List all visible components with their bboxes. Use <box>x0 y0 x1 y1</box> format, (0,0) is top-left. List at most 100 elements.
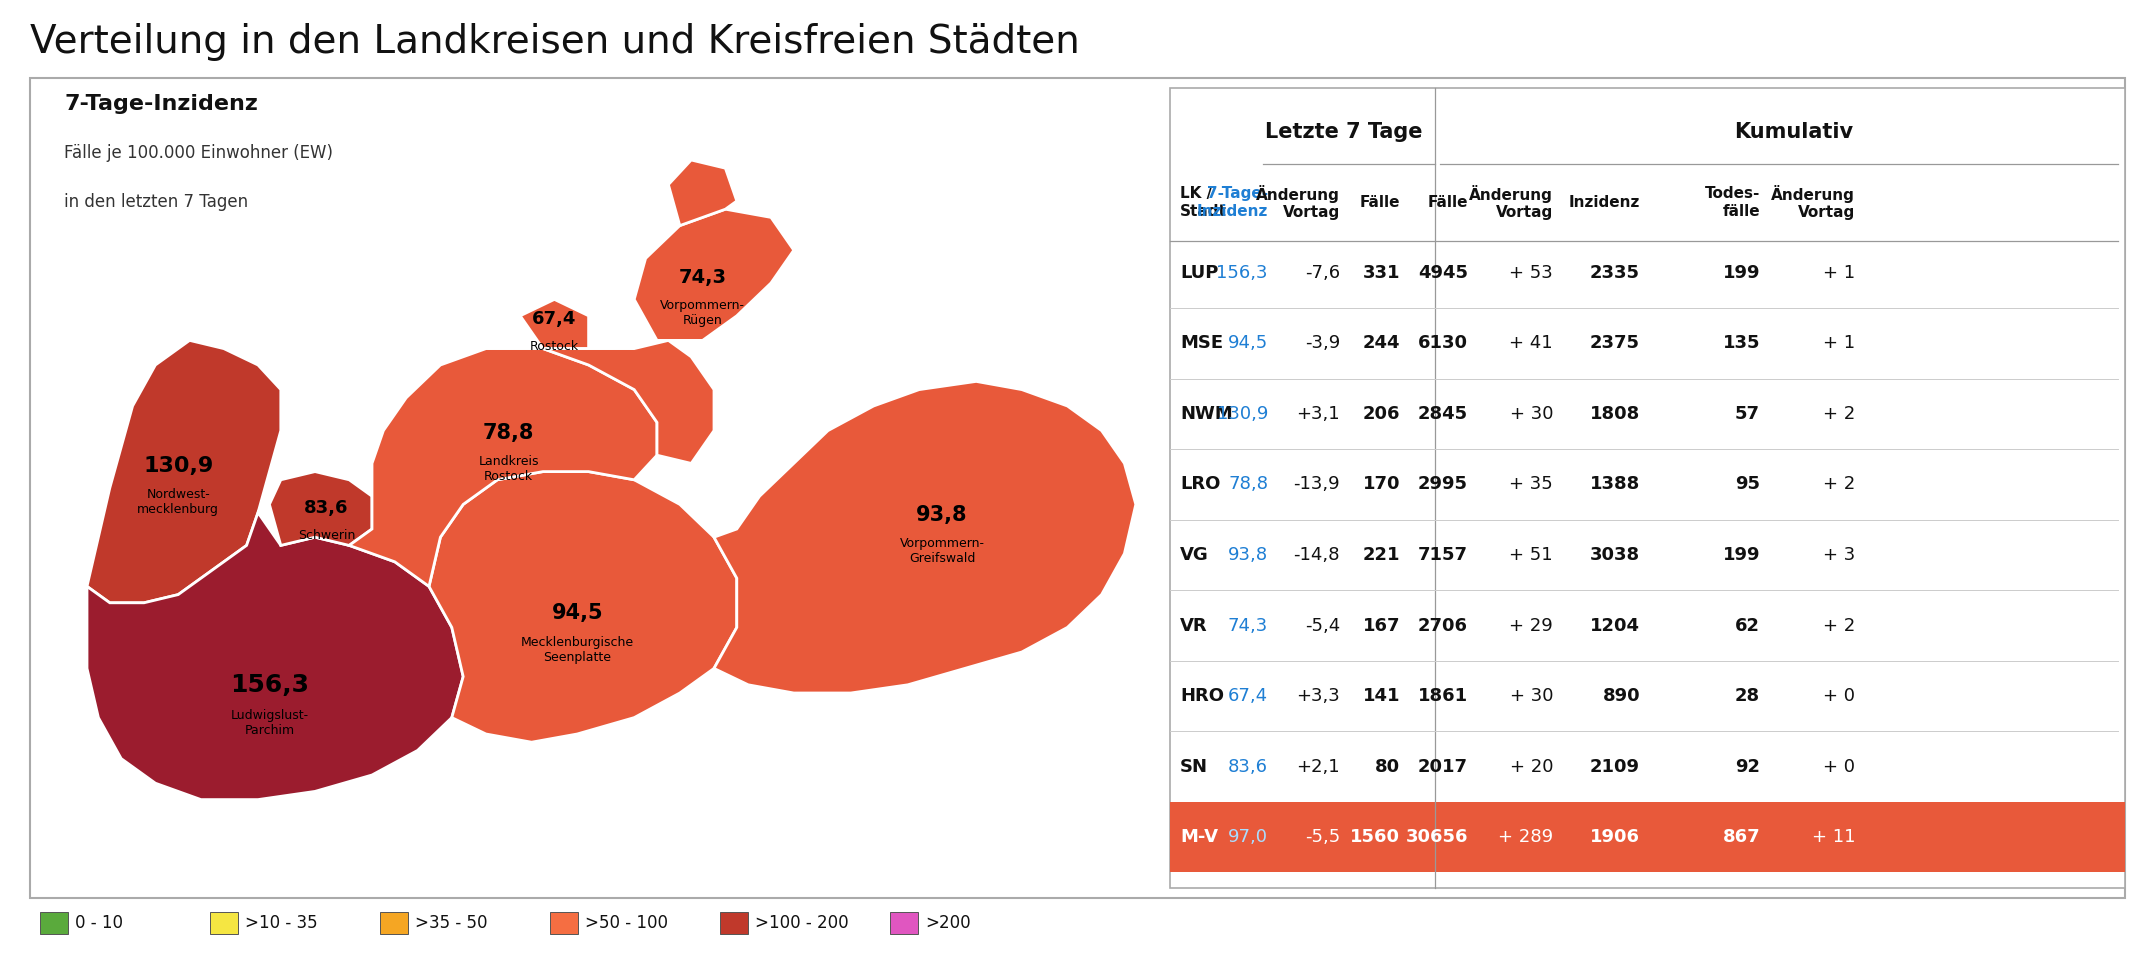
Text: +3,1: +3,1 <box>1296 404 1341 423</box>
Text: 199: 199 <box>1722 264 1760 282</box>
Polygon shape <box>669 160 736 225</box>
Bar <box>381 912 409 934</box>
Text: 97,0: 97,0 <box>1229 828 1268 846</box>
Text: 199: 199 <box>1722 546 1760 564</box>
Text: + 2: + 2 <box>1823 476 1855 493</box>
Text: 221: 221 <box>1362 546 1401 564</box>
Text: Fälle: Fälle <box>1427 195 1468 210</box>
Text: 7157: 7157 <box>1418 546 1468 564</box>
Text: 83,6: 83,6 <box>303 499 349 517</box>
Text: 93,8: 93,8 <box>917 505 968 525</box>
Text: Todes-
fälle: Todes- fälle <box>1704 186 1760 219</box>
Text: 30656: 30656 <box>1405 828 1468 846</box>
Text: Ludwigslust-
Parchim: Ludwigslust- Parchim <box>230 710 308 738</box>
Polygon shape <box>269 472 372 545</box>
Text: 130,9: 130,9 <box>1216 404 1268 423</box>
Text: 92: 92 <box>1735 758 1760 775</box>
Bar <box>551 912 579 934</box>
Text: HRO: HRO <box>1179 687 1224 705</box>
Text: 28: 28 <box>1735 687 1760 705</box>
Text: + 289: + 289 <box>1498 828 1554 846</box>
Text: Änderung
Vortag: Änderung Vortag <box>1470 185 1554 220</box>
Text: Mecklenburgische
Seenplatte: Mecklenburgische Seenplatte <box>521 636 633 664</box>
Text: 2995: 2995 <box>1418 476 1468 493</box>
Text: 7-Tage-
Inzidenz: 7-Tage- Inzidenz <box>1197 186 1268 219</box>
Text: Vorpommern-
Greifswald: Vorpommern- Greifswald <box>900 537 983 565</box>
Bar <box>1171 88 2124 888</box>
Text: 331: 331 <box>1362 264 1401 282</box>
Polygon shape <box>86 340 280 603</box>
Polygon shape <box>542 340 714 463</box>
Text: 74,3: 74,3 <box>1229 616 1268 635</box>
Text: + 51: + 51 <box>1509 546 1554 564</box>
Text: +3,3: +3,3 <box>1296 687 1341 705</box>
Text: 57: 57 <box>1735 404 1760 423</box>
Text: VR: VR <box>1179 616 1207 635</box>
Text: >200: >200 <box>925 914 971 932</box>
Text: 2706: 2706 <box>1418 616 1468 635</box>
Polygon shape <box>521 299 590 349</box>
Text: + 41: + 41 <box>1509 334 1554 352</box>
Text: 1388: 1388 <box>1590 476 1640 493</box>
Text: VG: VG <box>1179 546 1209 564</box>
Text: +2,1: +2,1 <box>1296 758 1341 775</box>
Text: + 0: + 0 <box>1823 758 1855 775</box>
Text: Rostock: Rostock <box>529 340 579 353</box>
Text: + 29: + 29 <box>1509 616 1554 635</box>
Text: in den letzten 7 Tagen: in den letzten 7 Tagen <box>65 193 247 211</box>
Text: -13,9: -13,9 <box>1293 476 1341 493</box>
Text: 93,8: 93,8 <box>1229 546 1268 564</box>
Text: Fälle: Fälle <box>1360 195 1401 210</box>
Text: 0 - 10: 0 - 10 <box>75 914 123 932</box>
Text: 141: 141 <box>1362 687 1401 705</box>
Text: 167: 167 <box>1362 616 1401 635</box>
Text: 2845: 2845 <box>1418 404 1468 423</box>
Text: + 11: + 11 <box>1812 828 1855 846</box>
Text: 206: 206 <box>1362 404 1401 423</box>
Text: >10 - 35: >10 - 35 <box>245 914 318 932</box>
Text: 62: 62 <box>1735 616 1760 635</box>
Text: Landkreis
Rostock: Landkreis Rostock <box>478 455 538 483</box>
Text: 1808: 1808 <box>1590 404 1640 423</box>
Text: 95: 95 <box>1735 476 1760 493</box>
Text: 156,3: 156,3 <box>230 673 310 697</box>
Text: + 1: + 1 <box>1823 334 1855 352</box>
Text: Schwerin: Schwerin <box>297 529 355 542</box>
Text: + 30: + 30 <box>1509 404 1554 423</box>
Polygon shape <box>349 349 656 586</box>
Text: + 0: + 0 <box>1823 687 1855 705</box>
Text: 1204: 1204 <box>1590 616 1640 635</box>
Text: Änderung
Vortag: Änderung Vortag <box>1771 185 1855 220</box>
Text: -3,9: -3,9 <box>1304 334 1341 352</box>
Text: Änderung
Vortag: Änderung Vortag <box>1257 185 1341 220</box>
Text: >50 - 100: >50 - 100 <box>585 914 667 932</box>
Text: NWM: NWM <box>1179 404 1233 423</box>
Text: -5,4: -5,4 <box>1304 616 1341 635</box>
Text: SN: SN <box>1179 758 1207 775</box>
Text: 890: 890 <box>1603 687 1640 705</box>
Text: Nordwest-
mecklenburg: Nordwest- mecklenburg <box>138 488 220 516</box>
Text: >35 - 50: >35 - 50 <box>415 914 489 932</box>
Text: 170: 170 <box>1362 476 1401 493</box>
Text: 78,8: 78,8 <box>482 423 534 443</box>
Text: MSE: MSE <box>1179 334 1222 352</box>
Text: 94,5: 94,5 <box>1229 334 1268 352</box>
Bar <box>211 912 239 934</box>
Text: -14,8: -14,8 <box>1293 546 1341 564</box>
Text: Inzidenz: Inzidenz <box>1569 195 1640 210</box>
Text: LK /
Stadt: LK / Stadt <box>1179 186 1227 219</box>
Text: + 1: + 1 <box>1823 264 1855 282</box>
Text: Letzte 7 Tage: Letzte 7 Tage <box>1265 121 1422 142</box>
Text: LUP: LUP <box>1179 264 1218 282</box>
Text: + 2: + 2 <box>1823 404 1855 423</box>
Bar <box>891 912 919 934</box>
Text: 7-Tage-Inzidenz: 7-Tage-Inzidenz <box>65 94 258 115</box>
Polygon shape <box>714 381 1136 693</box>
Text: + 3: + 3 <box>1823 546 1855 564</box>
Bar <box>41 912 69 934</box>
Text: -5,5: -5,5 <box>1304 828 1341 846</box>
Bar <box>30 78 2124 898</box>
Text: 67,4: 67,4 <box>532 310 577 328</box>
Text: 156,3: 156,3 <box>1216 264 1268 282</box>
Bar <box>1171 802 2124 872</box>
